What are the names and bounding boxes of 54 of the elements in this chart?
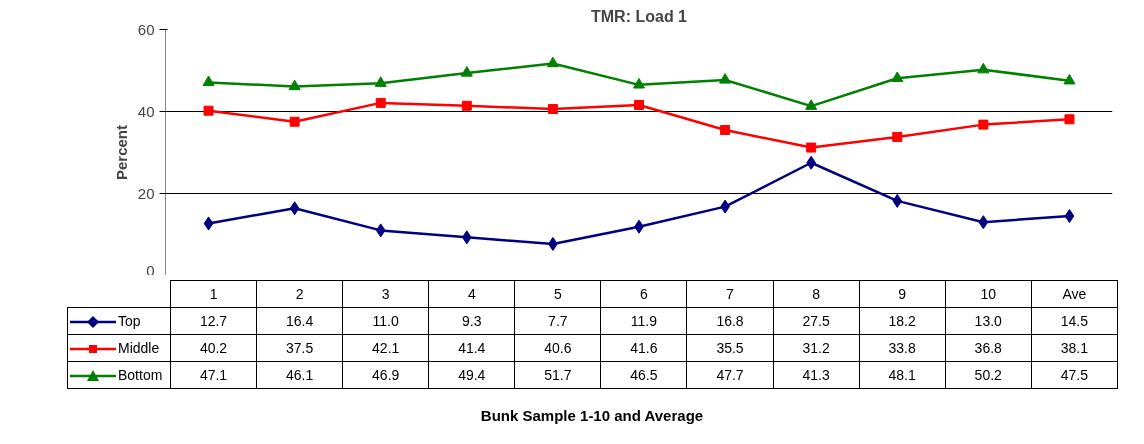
data-label: 41.3 (773, 361, 860, 389)
data-label: 31.2 (773, 334, 860, 362)
data-label: 46.5 (600, 361, 687, 389)
data-label: 41.4 (428, 334, 515, 362)
data-label: 42.1 (342, 334, 429, 362)
x-tick-label: 8 (773, 280, 860, 308)
legend-label: Top (67, 307, 171, 335)
data-label: 12.7 (170, 307, 257, 335)
data-label: 49.4 (428, 361, 515, 389)
legend-label: Middle (67, 334, 171, 362)
legend-label: Bottom (67, 361, 171, 389)
y-axis-title: Percent (112, 124, 130, 181)
y-tick-label: 60 (137, 20, 155, 38)
data-label: 11.0 (342, 307, 429, 335)
data-label: 16.4 (256, 307, 343, 335)
x-tick-label: 1 (170, 280, 257, 308)
data-label: 40.6 (514, 334, 601, 362)
data-label: 27.5 (773, 307, 860, 335)
data-label: 47.7 (686, 361, 774, 389)
x-tick-label: 2 (256, 280, 343, 308)
text: Bunk Sample 1-10 and Average (479, 406, 705, 426)
data-label: 14.5 (1031, 307, 1118, 335)
data-label: 35.5 (686, 334, 774, 362)
x-tick-label: Ave (1031, 280, 1118, 308)
data-label: 47.5 (1031, 361, 1118, 389)
data-label: 51.7 (514, 361, 601, 389)
data-label: 38.1 (1031, 334, 1118, 362)
x-tick-label: 3 (342, 280, 429, 308)
data-label: 16.8 (686, 307, 774, 335)
x-tick-label: 6 (600, 280, 687, 308)
y-tick-label: 20 (137, 184, 155, 202)
data-label: 46.1 (256, 361, 343, 389)
data-label: 9.3 (428, 307, 515, 335)
data-label: 7.7 (514, 307, 601, 335)
data-label: 47.1 (170, 361, 257, 389)
x-tick-label: 10 (945, 280, 1032, 308)
x-tick-label: 9 (859, 280, 946, 308)
x-tick-label: 7 (686, 280, 774, 308)
chart-title: TMR: Load 1 (591, 7, 688, 25)
data-label: 11.9 (600, 307, 687, 335)
data-label: 50.2 (945, 361, 1032, 389)
y-tick-label: 0 (146, 261, 155, 279)
data-label: 40.2 (170, 334, 257, 362)
data-label: 46.9 (342, 361, 429, 389)
x-tick-label: 4 (428, 280, 515, 308)
data-label: 33.8 (859, 334, 946, 362)
data-label: 48.1 (859, 361, 946, 389)
x-tick-label: 5 (514, 280, 601, 308)
data-label: 37.5 (256, 334, 343, 362)
y-tick-label: 40 (137, 102, 155, 120)
data-label: 18.2 (859, 307, 946, 335)
data-label: 36.8 (945, 334, 1032, 362)
data-label: 13.0 (945, 307, 1032, 335)
data-label: 41.6 (600, 334, 687, 362)
